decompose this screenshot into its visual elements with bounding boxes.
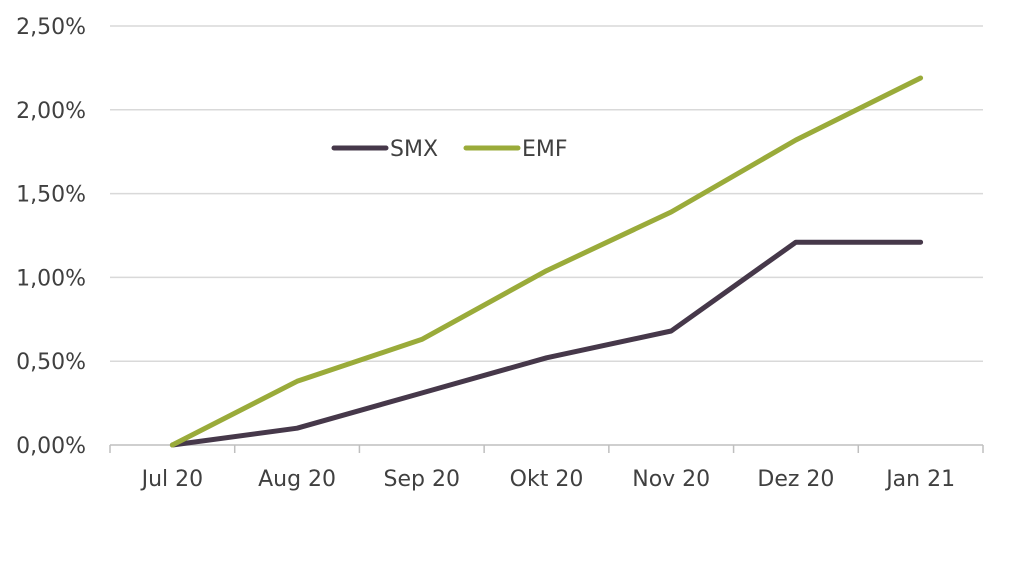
legend-label-emf: EMF — [522, 137, 568, 162]
y-tick-label-3: 1,50% — [16, 183, 86, 208]
y-tick-label-0: 0,00% — [16, 434, 86, 459]
y-tick-label-2: 1,00% — [16, 266, 86, 291]
series-line-smx — [169, 239, 924, 448]
legend: SMX EMF — [331, 137, 568, 162]
x-tick-label-5: Dez 20 — [757, 467, 834, 492]
x-axis — [109, 444, 984, 453]
x-tick-label-2: Sep 20 — [384, 467, 460, 492]
x-tick-label-0: Jul 20 — [140, 467, 204, 492]
y-tick-label-5: 2,50% — [16, 15, 86, 40]
legend-label-smx: SMX — [390, 137, 438, 162]
x-axis-tick-labels: Jul 20 Aug 20 Sep 20 Okt 20 Nov 20 Dez 20 Jan … — [140, 467, 956, 492]
y-tick-label-4: 2,00% — [16, 99, 86, 124]
x-tick-label-4: Nov 20 — [632, 467, 710, 492]
series-line-emf — [169, 75, 924, 448]
y-tick-label-1: 0,50% — [16, 350, 86, 375]
x-tick-label-1: Aug 20 — [258, 467, 336, 492]
x-tick-label-6: Jan 21 — [884, 467, 955, 492]
x-tick-label-3: Okt 20 — [510, 467, 584, 492]
y-axis-tick-labels: 0,00% 0,50% 1,00% 1,50% 2,00% 2,50% — [16, 15, 86, 459]
gridlines — [110, 25, 983, 362]
series-lines — [169, 75, 924, 448]
